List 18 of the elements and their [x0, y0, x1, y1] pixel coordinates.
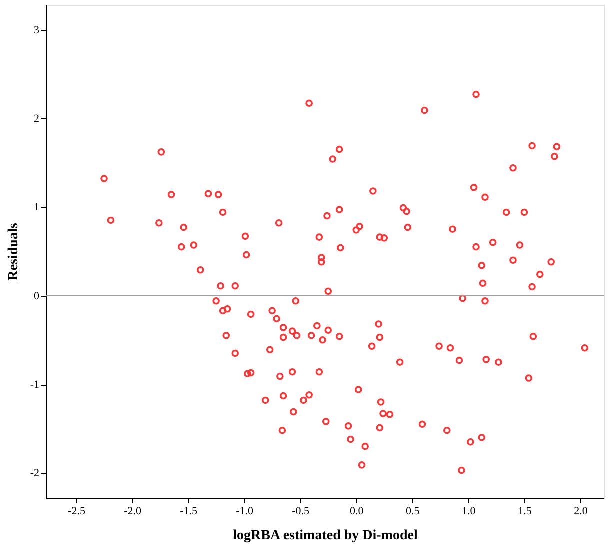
y-tick-label: 3	[34, 24, 40, 36]
y-tick-label: 2	[34, 112, 40, 125]
y-axis-title: Residuals	[6, 222, 22, 281]
y-tick-label: 0	[34, 290, 40, 302]
x-tick-label: -1.0	[236, 506, 254, 518]
y-tick-label: -2	[30, 468, 40, 480]
y-tick-label: -1	[30, 379, 40, 392]
x-tick-label: -2.0	[124, 506, 142, 518]
x-tick-label: 1.5	[518, 506, 532, 518]
x-axis-title: logRBA estimated by Di-model	[233, 528, 418, 544]
x-tick-label: -0.5	[292, 506, 310, 518]
y-tick-label: 1	[34, 202, 40, 214]
x-tick-label: -1.5	[180, 506, 198, 518]
x-tick-label: 2.0	[574, 506, 588, 518]
x-tick-label: -2.5	[68, 506, 86, 518]
x-tick-label: 1.0	[462, 506, 476, 518]
x-tick-label: 0.5	[406, 506, 420, 518]
x-tick-label: 0.0	[350, 506, 364, 518]
